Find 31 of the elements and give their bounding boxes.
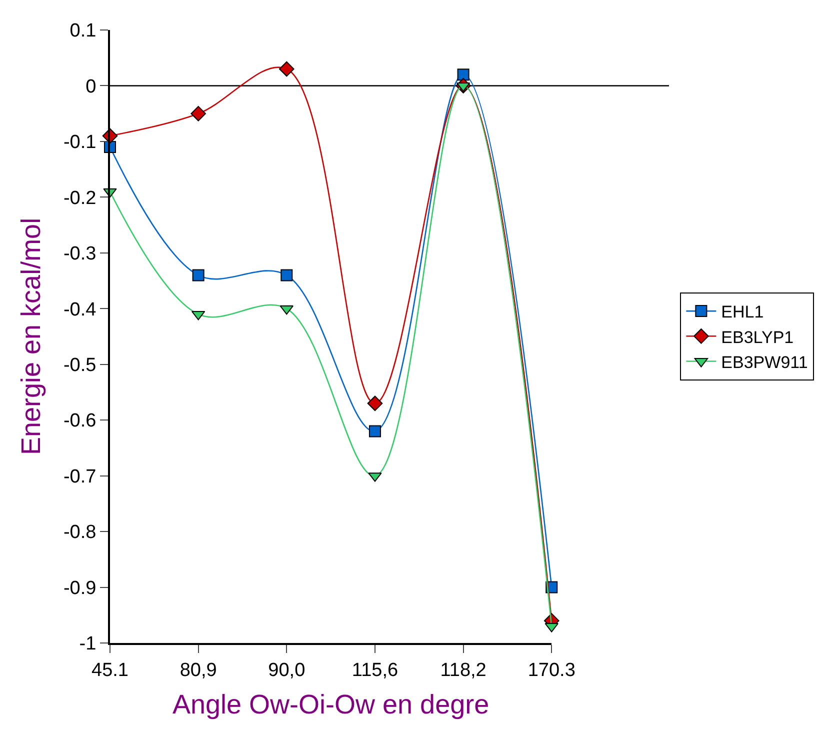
y-tick-label: -0.4	[63, 299, 97, 320]
point	[280, 305, 294, 315]
x-tick-label: 80,9	[180, 660, 217, 681]
legend-label: EHL1	[721, 302, 764, 322]
point	[367, 396, 383, 412]
y-tick-label: -0.8	[63, 522, 96, 544]
x-tick-label: 45.1	[92, 660, 128, 681]
y-tick-label: -0.3	[63, 244, 96, 265]
y-tick-label: 0.1	[70, 20, 96, 42]
x-axis-title: Angle Ow-Oi-Ow en degre	[172, 690, 490, 720]
y-axis-title: Energie en kcal/mol	[16, 218, 46, 456]
y-tick-label: -0.5	[63, 355, 96, 376]
y-tick-label: -0.6	[63, 410, 96, 432]
point	[192, 269, 204, 282]
y-tick-label: -0.1	[63, 132, 96, 154]
y-tick-label: 0	[86, 76, 96, 98]
legend-label: EB3PW911	[721, 352, 808, 372]
x-tick-label: 170.3	[528, 660, 576, 681]
point	[457, 68, 470, 81]
y-tick-label: -1	[79, 634, 96, 655]
y-tick-label: -0.7	[63, 466, 96, 488]
legend-label: EB3LYP1	[721, 328, 794, 347]
y-tick-label: -0.9	[63, 578, 96, 599]
x-tick-label: 90,0	[268, 660, 306, 681]
x-tick-label: 115,6	[352, 660, 398, 681]
point	[190, 106, 206, 122]
x-tick-label: 118,2	[440, 660, 486, 681]
y-tick-label: -0.2	[63, 188, 96, 209]
point	[280, 269, 293, 282]
point	[368, 425, 381, 438]
point	[278, 61, 294, 77]
